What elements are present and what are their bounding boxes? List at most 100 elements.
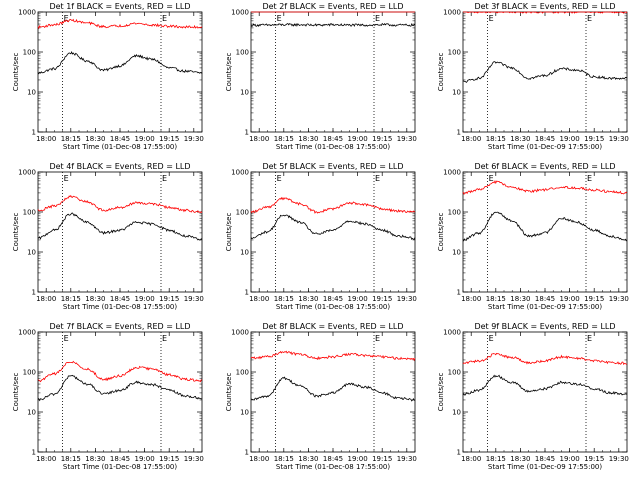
y-tick-label: 100: [448, 49, 461, 57]
chart-title: Det 4f BLACK = Events, RED = LLD: [49, 162, 190, 171]
y-axis-label: Counts/sec: [437, 53, 445, 92]
chart-title: Det 9f BLACK = Events, RED = LLD: [474, 322, 615, 331]
event-marker-label: E: [277, 14, 282, 23]
series-line-lld: [37, 18, 203, 30]
event-marker-label: E: [489, 334, 494, 343]
x-tick-label: 19:00: [560, 295, 580, 303]
x-tick-label: 19:30: [184, 455, 204, 463]
y-tick-label: 1: [32, 129, 36, 137]
x-tick-label: 18:00: [249, 455, 269, 463]
chart-panel-3: Det 3f BLACK = Events, RED = LLD 1 10 100 10…: [437, 2, 629, 151]
x-tick-label: 19:00: [348, 135, 368, 143]
y-tick-label: 1: [32, 289, 36, 297]
y-tick-label: 1000: [18, 169, 36, 177]
x-tick-label: 19:00: [560, 455, 580, 463]
chart-panel-7: Det 7f BLACK = Events, RED = LLD 1 10 100 10…: [12, 322, 204, 471]
x-tick-label: 18:45: [323, 455, 343, 463]
chart-title: Det 5f BLACK = Events, RED = LLD: [262, 162, 403, 171]
y-tick-label: 1: [457, 129, 461, 137]
event-marker-label: E: [375, 14, 380, 23]
x-axis-label: Start Time (01-Dec-08 17:55:00): [63, 463, 177, 471]
y-tick-label: 1000: [443, 169, 461, 177]
x-axis-label: Start Time (01-Dec-09 17:55:00): [488, 303, 602, 311]
chart-panel-9: Det 9f BLACK = Events, RED = LLD 1 10 100 10…: [437, 322, 629, 471]
x-tick-label: 18:15: [274, 455, 294, 463]
y-tick-label: 100: [448, 209, 461, 217]
series-line-events: [462, 374, 628, 396]
y-tick-label: 10: [27, 89, 36, 97]
y-axis-label: Counts/sec: [225, 373, 233, 412]
x-tick-label: 18:45: [323, 135, 343, 143]
x-tick-label: 18:00: [461, 295, 481, 303]
chart-title: Det 3f BLACK = Events, RED = LLD: [474, 2, 615, 11]
y-tick-label: 100: [236, 49, 249, 57]
y-tick-label: 10: [27, 409, 36, 417]
y-axis-label: Counts/sec: [437, 373, 445, 412]
chart-title: Det 2f BLACK = Events, RED = LLD: [262, 2, 403, 11]
x-tick-label: 19:30: [184, 135, 204, 143]
series-line-events: [250, 376, 416, 402]
event-marker-label: E: [587, 334, 592, 343]
y-tick-label: 1: [245, 449, 249, 457]
x-tick-label: 18:30: [85, 135, 105, 143]
x-tick-label: 19:15: [584, 455, 604, 463]
x-tick-label: 18:30: [298, 455, 318, 463]
x-tick-label: 18:00: [461, 135, 481, 143]
x-tick-label: 19:15: [372, 455, 392, 463]
x-tick-label: 19:15: [159, 295, 179, 303]
chart-panel-5: Det 5f BLACK = Events, RED = LLD 1 10 100 10…: [225, 162, 417, 311]
y-axis-label: Counts/sec: [12, 53, 20, 92]
x-tick-label: 18:00: [249, 135, 269, 143]
x-tick-label: 18:45: [110, 295, 130, 303]
x-tick-label: 18:15: [274, 295, 294, 303]
y-tick-label: 1000: [231, 9, 249, 17]
x-tick-label: 19:15: [584, 135, 604, 143]
series-line-lld: [462, 179, 628, 195]
x-tick-label: 19:00: [348, 295, 368, 303]
y-tick-label: 10: [240, 89, 249, 97]
x-tick-label: 19:00: [135, 455, 155, 463]
x-tick-label: 18:15: [486, 455, 506, 463]
y-tick-label: 1: [245, 129, 249, 137]
event-marker-label: E: [162, 14, 167, 23]
x-tick-label: 19:15: [159, 135, 179, 143]
x-tick-label: 18:00: [249, 295, 269, 303]
x-tick-label: 19:15: [372, 135, 392, 143]
x-tick-label: 19:15: [372, 295, 392, 303]
event-marker-label: E: [375, 334, 380, 343]
event-marker-label: E: [64, 174, 69, 183]
y-tick-label: 100: [23, 209, 36, 217]
y-tick-label: 1000: [231, 329, 249, 337]
event-marker-label: E: [375, 174, 380, 183]
event-marker-label: E: [64, 14, 69, 23]
series-line-lld: [37, 360, 203, 383]
y-tick-label: 10: [452, 409, 461, 417]
x-tick-label: 18:45: [323, 295, 343, 303]
y-tick-label: 100: [448, 369, 461, 377]
series-line-events: [37, 374, 203, 402]
y-tick-label: 10: [452, 249, 461, 257]
x-tick-label: 19:30: [609, 455, 629, 463]
y-tick-label: 1000: [18, 329, 36, 337]
y-axis-label: Counts/sec: [12, 213, 20, 252]
y-tick-label: 1000: [443, 9, 461, 17]
y-tick-label: 10: [240, 249, 249, 257]
x-tick-label: 18:45: [110, 135, 130, 143]
x-tick-label: 18:45: [535, 295, 555, 303]
y-tick-label: 1: [457, 289, 461, 297]
x-tick-label: 19:00: [135, 135, 155, 143]
series-line-lld: [37, 194, 203, 213]
series-line-events: [250, 214, 416, 240]
y-tick-label: 100: [236, 209, 249, 217]
x-tick-label: 18:30: [510, 295, 530, 303]
y-tick-label: 10: [27, 249, 36, 257]
series-line-lld: [250, 350, 416, 362]
event-marker-label: E: [162, 174, 167, 183]
y-axis-label: Counts/sec: [225, 213, 233, 252]
x-tick-label: 18:00: [461, 455, 481, 463]
y-axis-label: Counts/sec: [225, 53, 233, 92]
x-tick-label: 19:15: [159, 455, 179, 463]
series-line-lld: [463, 11, 628, 14]
y-tick-label: 1000: [443, 329, 461, 337]
